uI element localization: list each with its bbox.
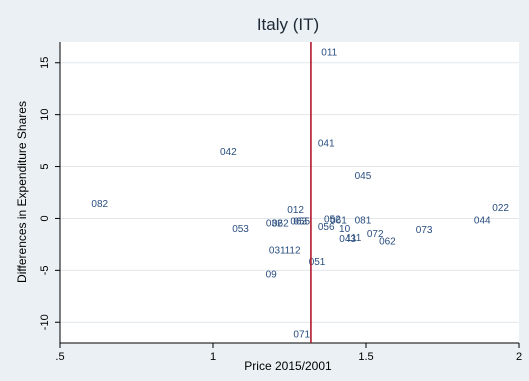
point-label-053-15: 053 <box>232 224 249 235</box>
chart-title: Italy (IT) <box>257 15 319 34</box>
point-label-062-22: 062 <box>379 236 396 247</box>
point-label-045-3: 045 <box>355 171 372 182</box>
point-label-061-10: 061 <box>330 216 347 227</box>
y-tick-label-1: -5 <box>39 265 51 275</box>
x-tick-label-2: 1.5 <box>358 351 373 363</box>
point-label-031-23: 031 <box>269 246 286 257</box>
point-label-063-11: 063 <box>290 217 307 228</box>
point-label-071-27: 071 <box>293 330 310 341</box>
y-tick-label-5: 15 <box>39 57 51 69</box>
x-tick-label-0: .5 <box>55 351 64 363</box>
y-tick-label-4: 10 <box>39 109 51 121</box>
point-label-051-25: 051 <box>309 257 326 268</box>
point-label-012-6: 012 <box>287 205 304 216</box>
point-label-011-0: 011 <box>321 47 337 58</box>
point-label-073-18: 073 <box>416 225 433 236</box>
x-tick-label-3: 2 <box>516 351 522 363</box>
y-axis-title: Differences in Expenditure Shares <box>15 101 29 283</box>
point-label-056-16: 056 <box>318 222 335 233</box>
point-label-062-14: 062 <box>272 219 289 230</box>
x-axis-title: Price 2015/2001 <box>244 359 332 373</box>
point-label-111-21: 111 <box>346 233 362 244</box>
point-label-112-24: 112 <box>285 246 301 257</box>
point-label-022-5: 022 <box>492 203 509 214</box>
plot-area <box>60 42 519 343</box>
point-label-032-13: 032 <box>266 219 283 230</box>
gridlines <box>60 62 519 323</box>
point-label-041-1: 041 <box>318 139 335 150</box>
point-label-082-4: 082 <box>91 199 108 210</box>
y-tick-label-3: 5 <box>39 163 51 169</box>
point-label-043-20: 043 <box>339 234 356 245</box>
y-tick-label-0: -10 <box>39 314 51 330</box>
point-label-044-7: 044 <box>474 216 491 227</box>
point-label-042-2: 042 <box>220 147 237 158</box>
x-tick-label-1: 1 <box>210 351 216 363</box>
y-tick-label-2: 0 <box>39 215 51 221</box>
point-label-052-9: 052 <box>324 214 341 225</box>
point-label-072-19: 072 <box>367 229 384 240</box>
point-label-055-12: 055 <box>293 217 310 228</box>
point-label-081-8: 081 <box>355 216 372 227</box>
point-label-10-17: 10 <box>339 224 351 235</box>
point-label-09-26: 09 <box>266 269 278 280</box>
